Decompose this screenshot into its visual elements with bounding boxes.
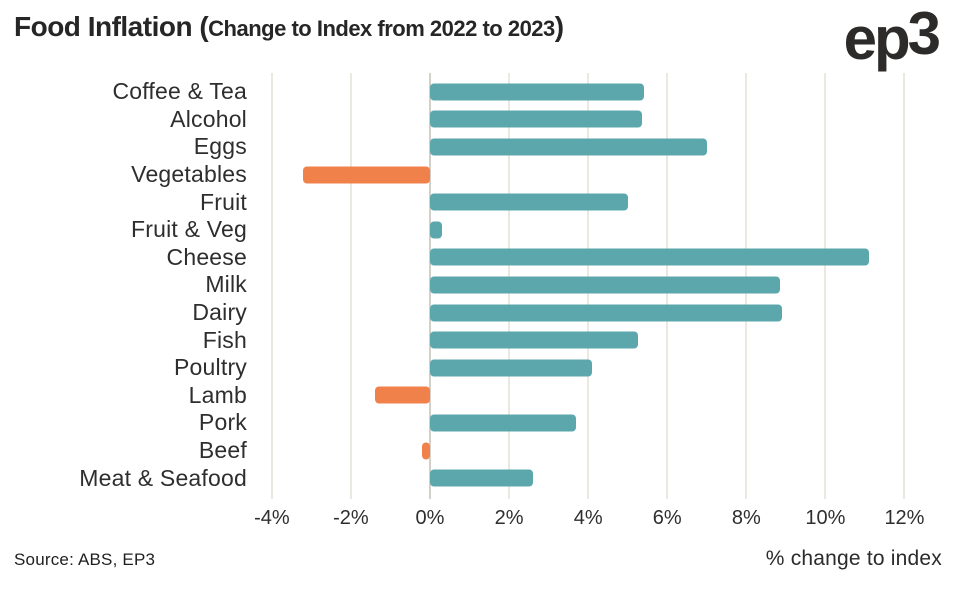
category-label-coffee-tea: Coffee & Tea bbox=[112, 78, 247, 105]
bar-coffee-tea[interactable] bbox=[430, 83, 644, 101]
row-eggs: Eggs bbox=[0, 133, 956, 161]
bar-track-beef bbox=[260, 437, 944, 465]
category-label-dairy: Dairy bbox=[192, 299, 247, 326]
ep3-logo: ep3 bbox=[844, 4, 941, 69]
category-label-eggs: Eggs bbox=[193, 133, 247, 160]
bar-track-coffee-tea bbox=[260, 78, 944, 106]
gridline--2 bbox=[349, 73, 352, 499]
bar-poultry[interactable] bbox=[430, 359, 593, 377]
bar-track-fruit-veg bbox=[260, 216, 944, 244]
x-tick-6: 6% bbox=[652, 506, 682, 529]
x-tick--2: -2% bbox=[333, 506, 369, 529]
gridline-12 bbox=[903, 73, 906, 499]
row-beef: Beef bbox=[0, 437, 956, 465]
bar-track-vegetables bbox=[260, 161, 944, 189]
bar-lamb[interactable] bbox=[374, 386, 430, 404]
title-main: Food Inflation ( bbox=[14, 11, 209, 42]
x-tick-8: 8% bbox=[731, 506, 761, 529]
x-tick-2: 2% bbox=[494, 506, 524, 529]
bar-chart: Coffee & Tea Alcohol Eggs Vegetables Fruit Fr… bbox=[0, 73, 956, 539]
bar-vegetables[interactable] bbox=[303, 166, 430, 184]
bar-alcohol[interactable] bbox=[430, 110, 642, 128]
category-label-vegetables: Vegetables bbox=[131, 161, 247, 188]
bar-rows: Coffee & Tea Alcohol Eggs Vegetables Fruit Fr… bbox=[0, 78, 956, 492]
bar-fish[interactable] bbox=[430, 331, 638, 349]
bar-track-pork bbox=[260, 409, 944, 437]
bar-dairy[interactable] bbox=[430, 304, 782, 322]
category-label-pork: Pork bbox=[198, 409, 247, 436]
row-pork: Pork bbox=[0, 409, 956, 437]
category-label-alcohol: Alcohol bbox=[170, 105, 247, 132]
bar-eggs[interactable] bbox=[430, 138, 707, 156]
bar-milk[interactable] bbox=[430, 276, 780, 294]
bar-track-lamb bbox=[260, 382, 944, 410]
gridline-10 bbox=[824, 73, 827, 499]
bar-track-fish bbox=[260, 326, 944, 354]
bar-track-dairy bbox=[260, 299, 944, 327]
bar-track-poultry bbox=[260, 354, 944, 382]
gridline--4 bbox=[270, 73, 273, 499]
row-vegetables: Vegetables bbox=[0, 161, 956, 189]
category-label-fruit-veg: Fruit & Veg bbox=[131, 216, 247, 243]
bar-cheese[interactable] bbox=[430, 248, 869, 266]
category-label-meat-seafood: Meat & Seafood bbox=[79, 464, 247, 491]
category-label-beef: Beef bbox=[198, 437, 247, 464]
plot-area: Coffee & Tea Alcohol Eggs Vegetables Fruit Fr… bbox=[0, 73, 956, 499]
row-fruit: Fruit bbox=[0, 188, 956, 216]
bar-fruit[interactable] bbox=[430, 193, 628, 211]
category-label-cheese: Cheese bbox=[166, 243, 247, 270]
row-milk: Milk bbox=[0, 271, 956, 299]
bar-meat-seafood[interactable] bbox=[430, 469, 533, 487]
row-cheese: Cheese bbox=[0, 244, 956, 272]
row-alcohol: Alcohol bbox=[0, 106, 956, 134]
footer: Source: ABS, EP3 % change to index bbox=[0, 539, 956, 571]
x-tick--4: -4% bbox=[254, 506, 290, 529]
row-lamb: Lamb bbox=[0, 382, 956, 410]
x-axis-label: % change to index bbox=[765, 546, 942, 570]
title-close-paren: ) bbox=[554, 11, 564, 42]
page-title: Food Inflation (Change to Index from 202… bbox=[14, 10, 564, 44]
row-dairy: Dairy bbox=[0, 299, 956, 327]
x-tick-4: 4% bbox=[573, 506, 603, 529]
row-fruit-veg: Fruit & Veg bbox=[0, 216, 956, 244]
row-poultry: Poultry bbox=[0, 354, 956, 382]
bar-pork[interactable] bbox=[430, 414, 577, 432]
x-tick-12: 12% bbox=[884, 506, 925, 529]
bar-track-eggs bbox=[260, 133, 944, 161]
category-label-fish: Fish bbox=[202, 326, 247, 353]
bar-track-milk bbox=[260, 271, 944, 299]
title-subtitle: Change to Index from 2022 to 2023 bbox=[208, 16, 555, 41]
bar-track-fruit bbox=[260, 188, 944, 216]
bar-beef[interactable] bbox=[422, 442, 430, 460]
source-note: Source: ABS, EP3 bbox=[14, 549, 156, 569]
bar-fruit-veg[interactable] bbox=[430, 221, 442, 239]
row-fish: Fish bbox=[0, 326, 956, 354]
x-tick-10: 10% bbox=[805, 506, 846, 529]
logo-ep-text: ep bbox=[843, 5, 911, 72]
row-meat-seafood: Meat & Seafood bbox=[0, 464, 956, 492]
category-label-fruit: Fruit bbox=[200, 188, 247, 215]
header: Food Inflation (Change to Index from 202… bbox=[0, 0, 956, 69]
category-label-lamb: Lamb bbox=[188, 381, 247, 408]
category-label-milk: Milk bbox=[205, 271, 247, 298]
logo-3-text: 3 bbox=[907, 0, 941, 67]
bar-track-cheese bbox=[260, 244, 944, 272]
bar-track-alcohol bbox=[260, 106, 944, 134]
category-label-poultry: Poultry bbox=[174, 354, 247, 381]
row-coffee-tea: Coffee & Tea bbox=[0, 78, 956, 106]
x-axis-ticks: -4% -2% 0% 2% 4% 6% 8% 10% 12% bbox=[254, 501, 944, 539]
bar-track-meat-seafood bbox=[260, 464, 944, 492]
x-tick-0: 0% bbox=[415, 506, 445, 529]
